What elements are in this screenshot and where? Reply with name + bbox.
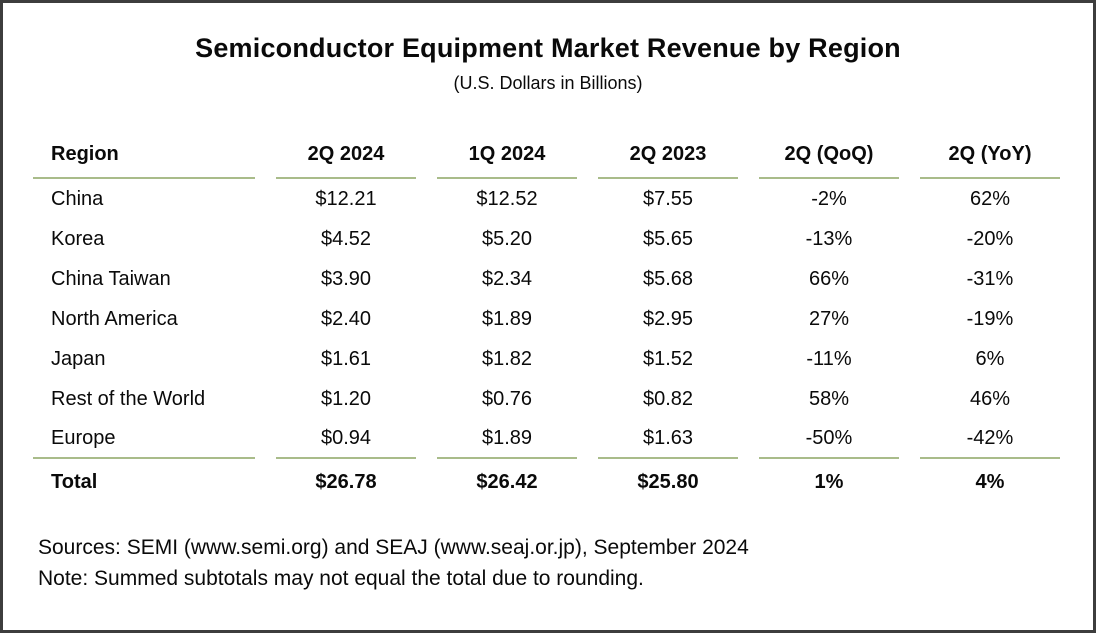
value-cell: $2.34 [481, 267, 533, 290]
revenue-table: Region 2Q 2024 1Q 2024 2Q 2023 2Q (QoQ) … [33, 131, 1060, 505]
value-cell: 58% [808, 387, 850, 410]
table-total-row: Total $26.78 $26.42 $25.80 1% 4% [33, 459, 1060, 505]
footer: Sources: SEMI (www.semi.org) and SEAJ (w… [38, 532, 1093, 594]
value-cell: 46% [969, 387, 1011, 410]
region-cell: Japan [51, 347, 106, 370]
table-row: Japan $1.61 $1.82 $1.52 -11% 6% [33, 339, 1060, 379]
region-cell: China Taiwan [51, 267, 171, 290]
value-cell: $1.20 [320, 387, 372, 410]
value-cell: $1.61 [320, 347, 372, 370]
table-row: North America $2.40 $1.89 $2.95 27% -19% [33, 299, 1060, 339]
table-row: China $12.21 $12.52 $7.55 -2% 62% [33, 179, 1060, 219]
column-header-2q2024: 2Q 2024 [276, 131, 416, 179]
value-cell: -11% [806, 347, 852, 370]
page-subtitle: (U.S. Dollars in Billions) [453, 73, 643, 93]
value-cell: $3.90 [320, 267, 372, 290]
table-row: Korea $4.52 $5.20 $5.65 -13% -20% [33, 219, 1060, 259]
value-cell: $4.52 [320, 227, 372, 250]
table-row: China Taiwan $3.90 $2.34 $5.68 66% -31% [33, 259, 1060, 299]
value-cell: 62% [969, 187, 1011, 210]
region-cell: Rest of the World [51, 387, 206, 410]
column-header-2q2023: 2Q 2023 [598, 131, 738, 179]
value-cell: $7.55 [642, 187, 694, 210]
value-cell: -50% [759, 419, 899, 459]
total-value-cell: 4% [975, 470, 1005, 493]
value-cell: $1.52 [642, 347, 694, 370]
value-cell: $12.21 [315, 187, 377, 210]
value-cell: $1.89 [481, 307, 533, 330]
value-cell: $0.76 [481, 387, 533, 410]
value-cell: $5.65 [642, 227, 694, 250]
value-cell: $1.82 [481, 347, 533, 370]
region-cell: Korea [51, 227, 105, 250]
value-cell: -13% [805, 227, 853, 250]
column-header-qoq: 2Q (QoQ) [759, 131, 899, 179]
region-cell: China [51, 187, 104, 210]
value-cell: 27% [808, 307, 850, 330]
column-header-1q2024: 1Q 2024 [437, 131, 577, 179]
value-cell: $12.52 [476, 187, 538, 210]
value-cell: $2.40 [320, 307, 372, 330]
value-cell: -31% [966, 267, 1014, 290]
value-cell: $2.95 [642, 307, 694, 330]
total-label: Total [51, 470, 98, 493]
value-cell: -19% [966, 307, 1014, 330]
total-value-cell: 1% [814, 470, 844, 493]
value-cell: $0.82 [642, 387, 694, 410]
value-cell: -42% [920, 419, 1060, 459]
region-cell: Europe [33, 419, 255, 459]
column-header-yoy: 2Q (YoY) [920, 131, 1060, 179]
value-cell: $1.89 [437, 419, 577, 459]
page-title: Semiconductor Equipment Market Revenue b… [195, 33, 901, 63]
total-value-cell: $26.42 [476, 470, 538, 493]
value-cell: 6% [975, 347, 1005, 370]
sources-text: Sources: SEMI (www.semi.org) and SEAJ (w… [38, 536, 749, 559]
value-cell: $1.63 [598, 419, 738, 459]
table-header-row: Region 2Q 2024 1Q 2024 2Q 2023 2Q (QoQ) … [33, 131, 1060, 179]
table-row: Europe $0.94 $1.89 $1.63 -50% -42% [33, 419, 1060, 459]
column-header-region: Region [33, 131, 255, 179]
value-cell: $5.68 [642, 267, 694, 290]
value-cell: -20% [966, 227, 1014, 250]
value-cell: -2% [811, 187, 847, 210]
table-row: Rest of the World $1.20 $0.76 $0.82 58% … [33, 379, 1060, 419]
total-value-cell: $25.80 [637, 470, 699, 493]
region-cell: North America [51, 307, 178, 330]
value-cell: $0.94 [276, 419, 416, 459]
value-cell: 66% [808, 267, 850, 290]
value-cell: $5.20 [481, 227, 533, 250]
total-value-cell: $26.78 [315, 470, 377, 493]
note-text: Note: Summed subtotals may not equal the… [38, 567, 644, 590]
